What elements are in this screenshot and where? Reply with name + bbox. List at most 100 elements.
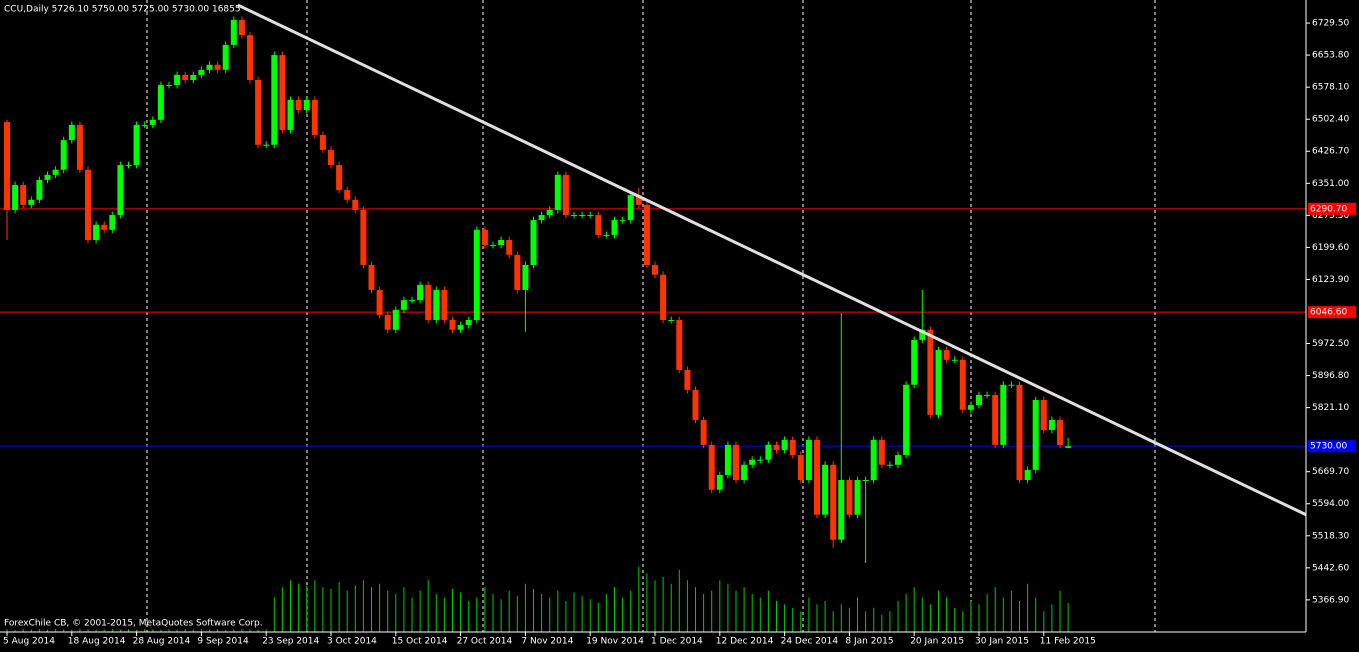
y-tick-label: 5896.80 — [1312, 371, 1349, 381]
candle-body — [546, 209, 553, 216]
candle-body — [643, 204, 650, 265]
candle-body — [1032, 400, 1039, 470]
candle-body — [4, 121, 10, 210]
candle-body — [530, 220, 537, 265]
candle-body — [1065, 446, 1072, 448]
candle-body — [927, 329, 934, 415]
candle-body — [562, 174, 569, 216]
x-tick-label: 5 Aug 2014 — [3, 637, 55, 647]
y-tick-label: 5366.90 — [1312, 595, 1349, 605]
x-tick-label: 27 Oct 2014 — [457, 637, 513, 647]
candle-body — [174, 74, 181, 86]
y-tick-label: 5669.70 — [1312, 467, 1349, 477]
candle-body — [587, 215, 594, 217]
candle-body — [36, 179, 43, 200]
x-tick-label: 9 Sep 2014 — [197, 637, 249, 647]
y-tick-label: 5442.60 — [1312, 563, 1349, 573]
candle-body — [911, 339, 918, 385]
y-tick-label: 6275.30 — [1312, 211, 1349, 221]
candle-body — [822, 464, 829, 515]
candle-body — [222, 44, 229, 70]
candle-body — [967, 405, 974, 410]
candle-body — [506, 240, 513, 255]
candle-body — [579, 215, 586, 217]
candle-body — [692, 389, 699, 420]
candle-body — [473, 229, 480, 321]
candle-body — [992, 394, 999, 445]
candle-body — [554, 174, 561, 210]
candle-body — [230, 19, 237, 45]
candle-body — [28, 199, 35, 205]
candle-body — [287, 99, 294, 130]
candle-body — [716, 474, 723, 490]
candle-body — [886, 464, 893, 466]
candle-body — [149, 119, 156, 125]
candle-body — [854, 480, 861, 515]
candle-body — [878, 439, 885, 465]
candle-body — [255, 80, 262, 145]
candle-body — [125, 165, 132, 167]
candle-body — [85, 169, 91, 241]
candle-body — [101, 224, 108, 230]
candle-body — [52, 169, 59, 175]
candle-body — [846, 480, 853, 515]
x-tick-label: 7 Nov 2014 — [521, 637, 573, 647]
y-tick-label: 6502.40 — [1312, 115, 1349, 125]
candle-body — [319, 135, 326, 150]
candle-body — [352, 199, 359, 210]
x-tick-label: 3 Oct 2014 — [327, 637, 377, 647]
price-level-box — [1308, 202, 1356, 215]
candle-body — [1024, 469, 1031, 481]
candle-body — [814, 439, 820, 515]
candle-body — [724, 444, 731, 475]
candle-body — [805, 439, 812, 481]
x-tick-label: 15 Oct 2014 — [392, 637, 448, 647]
candle-body — [384, 314, 391, 330]
y-tick-label: 6729.50 — [1312, 19, 1349, 29]
candle-body — [789, 439, 796, 456]
candle-body — [336, 165, 343, 191]
candle-body — [757, 459, 764, 461]
candle-body — [166, 85, 172, 87]
candle-body — [514, 254, 521, 290]
y-tick-label: 6426.70 — [1312, 147, 1349, 157]
candle-body — [1040, 400, 1047, 431]
candle-body — [1048, 419, 1055, 431]
candle-body — [611, 220, 618, 235]
candle-body — [676, 320, 683, 370]
candle-body — [765, 444, 772, 460]
candle-body — [206, 64, 213, 70]
x-tick-label: 11 Feb 2015 — [1040, 637, 1096, 647]
candle-body — [741, 464, 748, 481]
candle-body — [984, 394, 991, 396]
candle-body — [457, 325, 464, 330]
x-tick-label: 19 Nov 2014 — [586, 637, 644, 647]
candle-body — [781, 439, 788, 450]
candle-body — [700, 419, 707, 445]
candle-body — [603, 234, 610, 236]
x-tick-label: 12 Dec 2014 — [716, 637, 774, 647]
candle-body — [870, 439, 877, 481]
candle-body — [773, 444, 780, 450]
candle-body — [247, 35, 253, 81]
candle-body — [417, 284, 424, 301]
candle-body — [903, 384, 910, 456]
candle-body — [498, 240, 505, 246]
candle-body — [238, 19, 245, 36]
candle-body — [93, 224, 100, 241]
y-tick-label: 6123.90 — [1312, 275, 1349, 285]
candle-body — [733, 444, 739, 481]
footer: ForexChile CB, © 2001-2015, MetaQuotes S… — [4, 619, 263, 629]
candle-body — [368, 264, 375, 290]
chart-header: CCU,Daily 5726.10 5750.00 5725.00 5730.0… — [4, 5, 241, 15]
y-tick-label: 6199.60 — [1312, 243, 1349, 253]
candle-body — [660, 274, 667, 321]
candle-body — [684, 369, 691, 390]
y-tick-label: 6351.00 — [1312, 179, 1349, 189]
x-tick-label: 20 Jan 2015 — [910, 637, 964, 647]
candle-body — [441, 289, 448, 321]
candle-body — [830, 464, 837, 540]
x-tick-label: 28 Aug 2014 — [133, 637, 191, 647]
price-level-box — [1308, 440, 1356, 453]
